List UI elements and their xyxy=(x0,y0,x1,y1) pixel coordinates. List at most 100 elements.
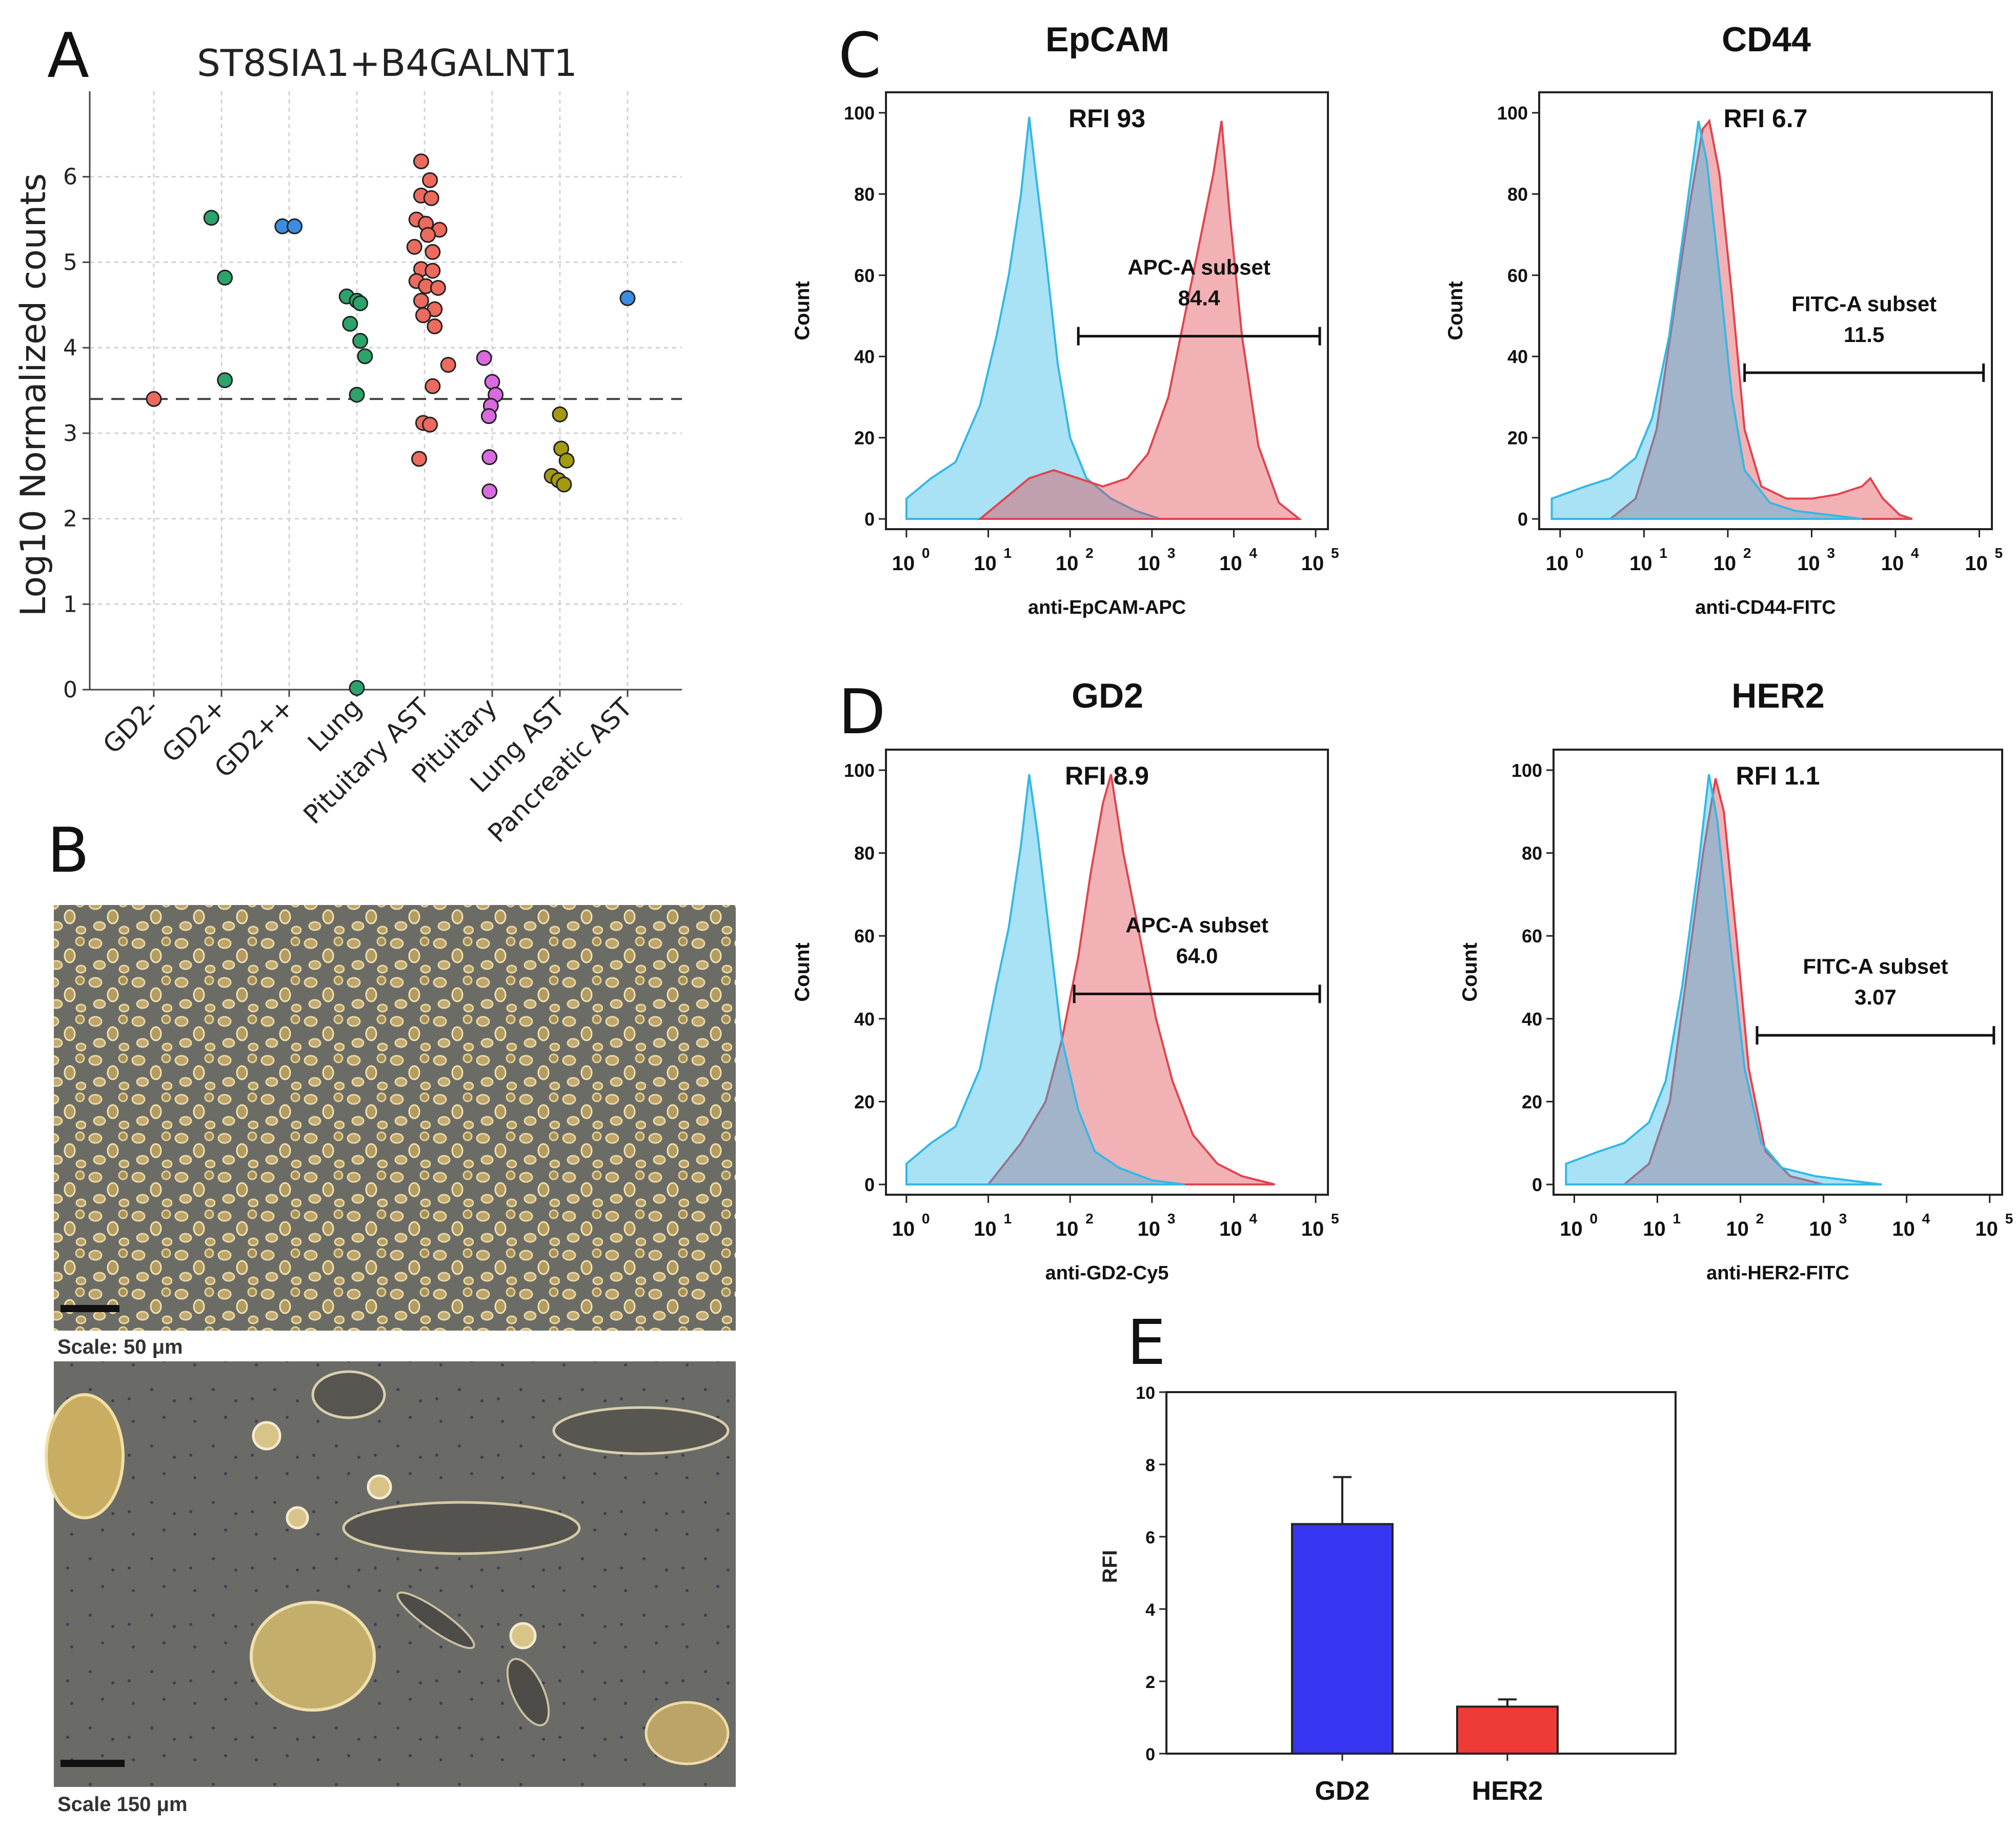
y-tick-label: 3 xyxy=(63,420,77,447)
data-point xyxy=(413,153,429,170)
bar-category-label: HER2 xyxy=(1472,1776,1543,1806)
histogram-y-tick-label: 100 xyxy=(1511,760,1542,781)
rfi-label: RFI 6.7 xyxy=(1724,104,1808,133)
rfi-label: RFI 1.1 xyxy=(1736,761,1820,790)
histogram-x-tick-label: 10 xyxy=(974,552,997,575)
data-point xyxy=(349,387,365,403)
y-tick-label: 4 xyxy=(63,335,77,361)
histogram-x-tick-exponent: 5 xyxy=(2005,1211,2013,1227)
histogram-y-tick-label: 40 xyxy=(1507,346,1528,367)
bar xyxy=(1456,1705,1559,1755)
data-point xyxy=(425,244,441,260)
gate-value: 64.0 xyxy=(1176,943,1218,968)
histogram-x-tick-label: 10 xyxy=(1643,1218,1666,1240)
histogram-x-tick-label: 10 xyxy=(1965,552,1988,575)
histogram-title: CD44 xyxy=(1722,20,1811,59)
bar-y-tick-label: 0 xyxy=(1145,1745,1155,1764)
histogram-title: GD2 xyxy=(1072,676,1143,715)
histogram-x-tick-exponent: 1 xyxy=(1004,1211,1012,1227)
data-point xyxy=(406,238,422,255)
y-tick-label: 1 xyxy=(63,591,77,617)
x-category-label: Lung xyxy=(302,692,367,757)
gate-label: APC-A subset xyxy=(1127,255,1270,279)
histogram-y-tick-label: 80 xyxy=(854,184,875,205)
histogram-x-tick-label: 10 xyxy=(1546,552,1569,575)
histogram-x-label: anti-HER2-FITC xyxy=(1706,1262,1849,1284)
histogram-frame xyxy=(885,749,1329,1196)
histogram-y-tick-label: 20 xyxy=(854,428,875,449)
histogram-y-tick-label: 40 xyxy=(1522,1009,1542,1030)
histogram-x-tick-exponent: 2 xyxy=(1085,1211,1094,1227)
histogram-x-tick-label: 10 xyxy=(892,552,915,575)
panel-e-bar-chart: E RFI 0 2 4 6 8 10 GD2 HER2 xyxy=(1099,1308,1677,1806)
histogram-y-label: Count xyxy=(1459,942,1481,1002)
rfi-label: RFI 93 xyxy=(1069,104,1145,133)
data-point xyxy=(203,210,219,226)
histogram-x-tick-exponent: 4 xyxy=(1922,1211,1930,1227)
histogram-x-tick-label: 10 xyxy=(1138,1218,1161,1240)
data-point xyxy=(552,406,568,423)
gate-value: 84.4 xyxy=(1178,286,1220,310)
histogram-x-tick-label: 10 xyxy=(1056,1218,1079,1240)
bar-y-tick-label: 4 xyxy=(1145,1600,1155,1620)
data-point xyxy=(420,227,436,243)
histogram-y-label: Count xyxy=(791,942,814,1002)
data-point xyxy=(476,350,492,366)
data-point xyxy=(619,290,636,306)
bar xyxy=(1291,1523,1394,1755)
data-point xyxy=(287,218,303,234)
scale-label-bottom: Scale 150 μm xyxy=(57,1793,188,1816)
data-point xyxy=(217,372,233,388)
gate-value: 3.07 xyxy=(1854,985,1897,1009)
histogram-y-label: Count xyxy=(791,281,814,340)
histogram-series-area xyxy=(905,774,1185,1185)
histogram-x-tick-label: 10 xyxy=(1881,552,1904,575)
histogram-y-tick-label: 20 xyxy=(1522,1091,1542,1112)
data-point xyxy=(349,680,365,696)
scale-label-top: Scale: 50 μm xyxy=(57,1336,183,1358)
histogram-x-tick-label: 10 xyxy=(1629,552,1652,575)
histogram-y-tick-label: 0 xyxy=(1518,509,1528,530)
histogram-y-tick-label: 20 xyxy=(1507,428,1528,449)
histogram-y-tick-label: 20 xyxy=(854,1091,875,1112)
histogram-y-tick-label: 40 xyxy=(854,1009,875,1030)
rfi-label: RFI 8.9 xyxy=(1065,761,1149,790)
histogram-series-area xyxy=(1565,774,1882,1185)
y-tick-label: 0 xyxy=(63,677,77,703)
data-point xyxy=(556,476,572,493)
bar-category-label: GD2 xyxy=(1315,1776,1370,1806)
histogram-x-tick-label: 10 xyxy=(1975,1218,1998,1240)
histogram-x-tick-label: 10 xyxy=(974,1218,997,1240)
histogram-y-tick-label: 100 xyxy=(1497,103,1528,124)
histogram-y-tick-label: 0 xyxy=(1532,1174,1542,1195)
data-point xyxy=(440,356,456,373)
data-point xyxy=(352,295,369,311)
histogram-frame xyxy=(1538,91,1993,530)
bar-y-tick-label: 2 xyxy=(1145,1673,1155,1692)
gate-label: FITC-A subset xyxy=(1803,954,1948,978)
data-point xyxy=(484,374,500,390)
data-point xyxy=(217,269,233,286)
histogram-x-tick-label: 10 xyxy=(892,1218,915,1240)
histogram-series-area xyxy=(1550,120,1862,520)
histogram-y-tick-label: 80 xyxy=(1507,184,1528,205)
micrograph-bottom xyxy=(45,1361,736,1787)
histogram-y-tick-label: 40 xyxy=(854,346,875,367)
panel-label-b: B xyxy=(47,815,89,887)
histogram-title: HER2 xyxy=(1731,676,1824,715)
histogram-x-tick-exponent: 5 xyxy=(1994,545,2003,561)
histogram-x-tick-label: 10 xyxy=(1726,1218,1749,1240)
panel-label-a: A xyxy=(47,21,89,92)
bar-chart-frame xyxy=(1165,1391,1677,1755)
histogram-x-label: anti-EpCAM-APC xyxy=(1028,597,1186,618)
histogram-series-area xyxy=(905,116,1161,520)
y-tick-label: 6 xyxy=(63,164,77,190)
data-point xyxy=(481,483,498,499)
scale-bar-top xyxy=(61,1305,119,1312)
histogram-y-tick-label: 60 xyxy=(854,265,875,286)
histogram-y-tick-label: 0 xyxy=(864,1174,875,1195)
y-tick-label: 2 xyxy=(63,506,77,532)
